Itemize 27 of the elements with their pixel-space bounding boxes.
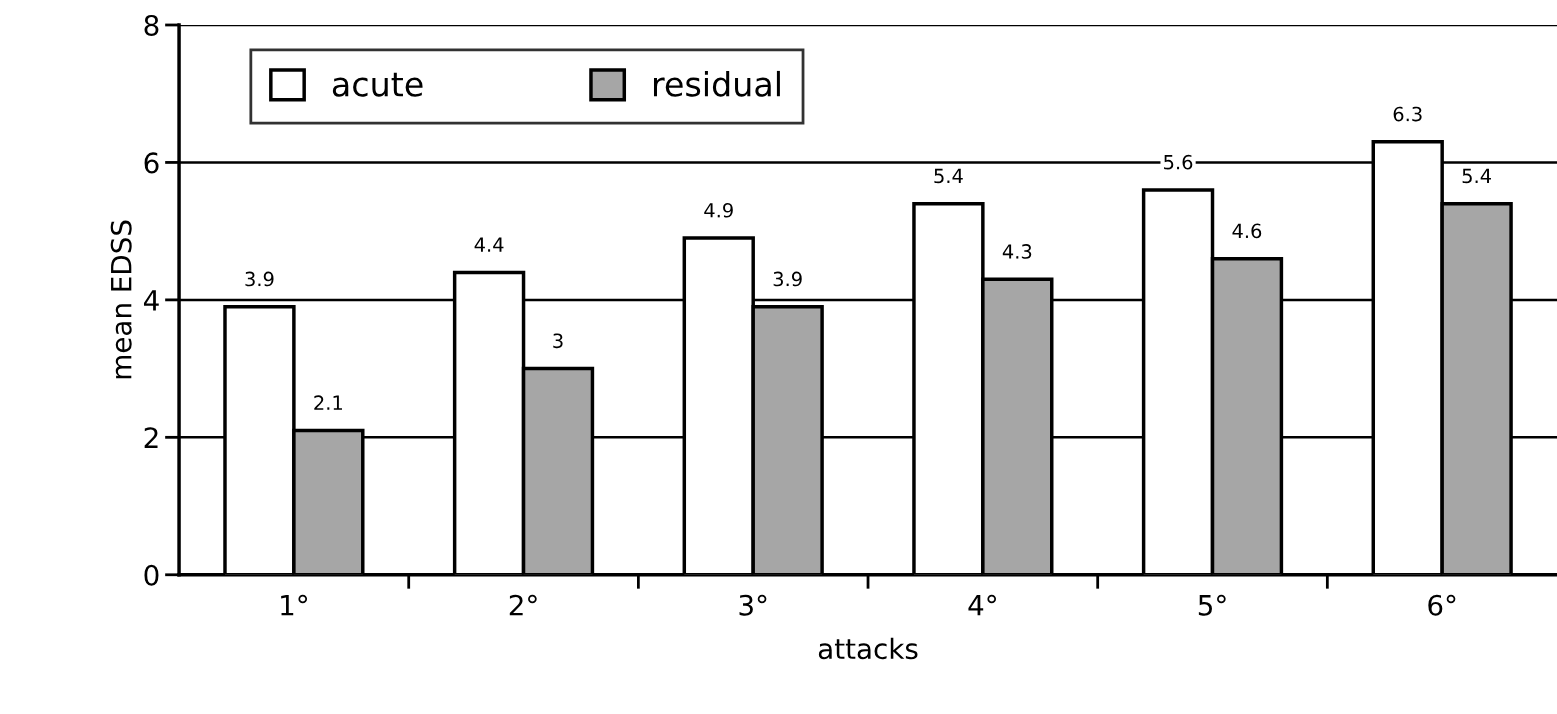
x-tick-label: 5°: [1198, 594, 1226, 616]
data-label: 4.4: [474, 237, 504, 252]
data-label: 2.1: [314, 395, 342, 410]
x-axis-title: attacks: [818, 637, 918, 660]
data-label: 6.3: [1393, 106, 1422, 122]
data-label: 3.9: [773, 271, 802, 287]
data-label: 3: [553, 333, 563, 349]
x-tick-label: 2°: [509, 594, 537, 616]
y-tick-label: 4: [143, 290, 159, 311]
y-tick-label: 0: [144, 564, 159, 586]
legend-label: acute: [332, 72, 423, 97]
data-label: 4.9: [704, 202, 733, 218]
y-tick-label: 6: [144, 152, 159, 174]
x-tick-label: 4°: [968, 594, 996, 616]
data-label: 4.3: [1002, 244, 1032, 259]
data-label: 3.9: [245, 271, 274, 287]
y-tick-label: 2: [144, 427, 158, 448]
data-label: 5.4: [934, 168, 963, 184]
data-label: 5.6: [1164, 154, 1193, 170]
y-tick-label: 8: [144, 14, 159, 36]
data-label: 5.4: [1462, 168, 1491, 184]
legend-label: residual: [653, 70, 780, 97]
x-tick-label: 6°: [1428, 594, 1456, 616]
x-tick-label: 1°: [281, 594, 308, 616]
y-axis-title: mean EDSS: [110, 220, 132, 379]
data-label: 4.6: [1232, 223, 1262, 239]
x-tick-label: 3°: [739, 594, 767, 616]
